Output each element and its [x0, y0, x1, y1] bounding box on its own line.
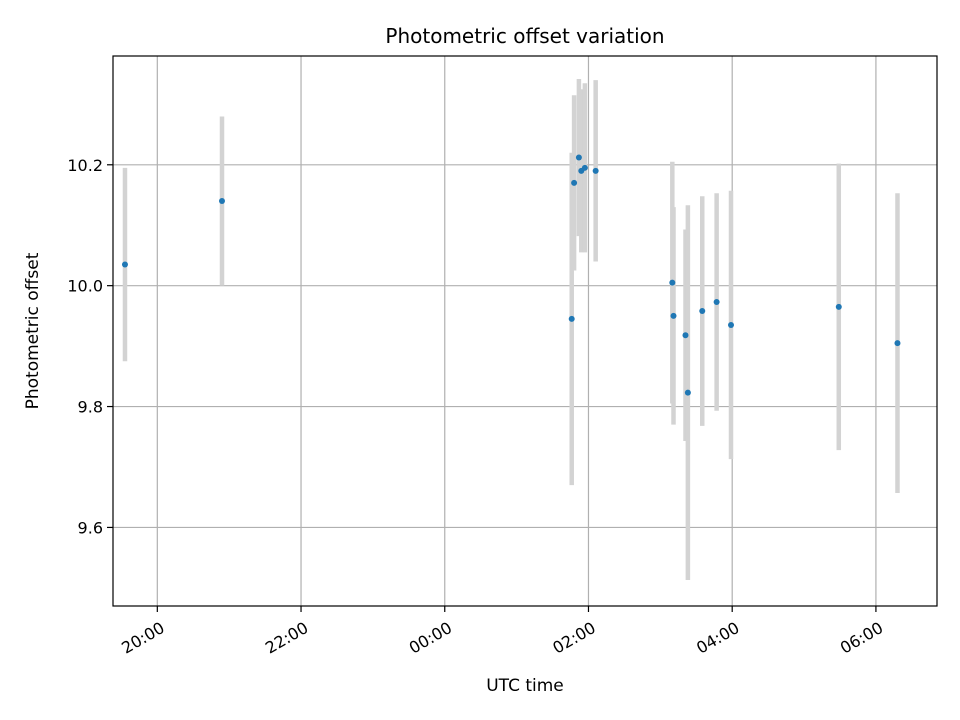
plot-frame	[112, 55, 938, 607]
data-point	[728, 321, 734, 328]
y-tick-label: 10.2	[67, 156, 103, 175]
data-point	[575, 154, 582, 161]
y-ticks: 9.6 9.8 10.0 10.2	[67, 156, 113, 537]
data-point	[835, 303, 842, 310]
data-point	[592, 167, 599, 174]
data-point	[894, 340, 901, 347]
data-point	[682, 332, 689, 339]
y-tick-label: 10.0	[67, 277, 103, 296]
data-point	[218, 198, 225, 205]
data-point	[669, 279, 676, 286]
x-axis-label: UTC time	[486, 676, 564, 696]
markers	[121, 154, 901, 396]
y-axis-label: Photometric offset	[23, 252, 43, 409]
y-tick-label: 9.8	[78, 398, 103, 417]
y-tick-label: 9.6	[78, 518, 103, 537]
data-point	[571, 179, 578, 186]
chart-title: Photometric offset variation	[385, 24, 664, 48]
data-point	[684, 389, 691, 396]
data-point	[581, 164, 588, 171]
data-point	[121, 261, 128, 268]
data-point	[670, 312, 677, 319]
data-point	[699, 308, 706, 315]
data-point	[713, 298, 720, 305]
data-point	[568, 315, 575, 322]
